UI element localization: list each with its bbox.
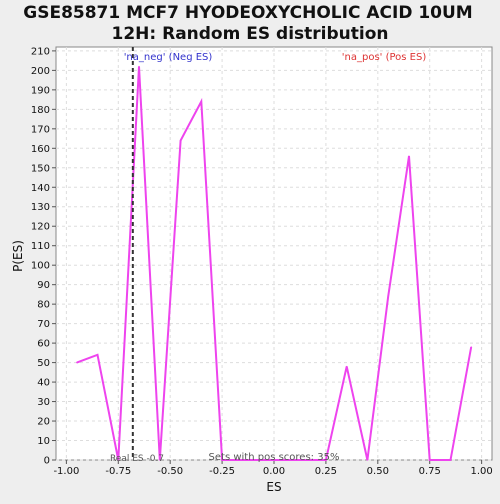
pos-es-label: 'na_pos' (Pos ES) — [342, 52, 427, 63]
data-point — [325, 459, 327, 461]
y-tick-label: 0 — [44, 456, 50, 467]
y-tick-label: 190 — [31, 85, 50, 96]
x-tick-label: -1.00 — [53, 466, 79, 477]
y-tick-label: 40 — [37, 378, 50, 389]
x-tick-label: 0.75 — [419, 466, 441, 477]
y-tick-label: 140 — [31, 183, 50, 194]
real-es-label: Real ES -0.7 — [110, 454, 164, 464]
x-tick-label: 0.00 — [263, 466, 285, 477]
y-tick-label: 180 — [31, 105, 50, 116]
data-point — [429, 459, 431, 461]
y-tick-label: 50 — [37, 358, 50, 369]
x-tick-label: 1.00 — [470, 466, 492, 477]
x-tick-label: 0.50 — [367, 466, 389, 477]
y-tick-label: 10 — [37, 436, 50, 447]
y-tick-label: 170 — [31, 124, 50, 135]
data-point — [221, 459, 223, 461]
neg-es-label: 'na_neg' (Neg ES) — [124, 52, 213, 63]
y-tick-label: 130 — [31, 202, 50, 213]
x-axis: -1.00 -0.75 -0.50 -0.25 0.00 0.25 0.50 0.75 1.00 — [53, 460, 493, 477]
y-axis: 0 10 20 30 40 50 60 70 80 90 100 110 120 130 140 150 160… — [31, 46, 56, 467]
data-point — [366, 459, 369, 461]
x-tick-label: -0.50 — [157, 466, 183, 477]
y-tick-label: 210 — [31, 46, 50, 57]
x-tick-label: -0.25 — [209, 466, 235, 477]
y-tick-label: 150 — [31, 163, 50, 174]
pos-scores-label: Sets with pos scores: 35% — [209, 452, 340, 463]
data-point — [470, 346, 472, 348]
y-tick-label: 120 — [31, 222, 50, 233]
data-point — [96, 354, 99, 356]
y-axis-label: P(ES) — [11, 240, 25, 272]
data-point — [179, 139, 182, 142]
data-point — [408, 155, 410, 157]
y-tick-label: 90 — [37, 280, 50, 291]
y-tick-label: 110 — [31, 241, 50, 252]
y-tick-label: 60 — [37, 339, 50, 350]
y-tick-label: 200 — [31, 66, 50, 77]
data-point — [159, 459, 161, 461]
data-point — [263, 459, 265, 461]
y-tick-label: 80 — [37, 300, 50, 311]
y-tick-label: 100 — [31, 261, 50, 272]
x-tick-label: 0.25 — [315, 466, 337, 477]
data-point — [304, 459, 306, 461]
y-tick-label: 20 — [37, 417, 50, 428]
data-point — [283, 459, 285, 461]
data-point — [76, 361, 78, 364]
data-point — [449, 459, 452, 461]
series-line — [76, 66, 473, 461]
y-tick-label: 70 — [37, 319, 50, 330]
data-point — [117, 459, 119, 461]
data-point — [387, 295, 389, 297]
series-layer — [76, 65, 473, 461]
y-tick-label: 160 — [31, 144, 50, 155]
data-point — [200, 100, 202, 103]
x-tick-label: -0.75 — [105, 466, 131, 477]
data-point — [138, 65, 140, 68]
chart-title-line2: 12H: Random ES distribution — [112, 24, 389, 44]
data-point — [346, 365, 348, 368]
y-tick-label: 30 — [37, 397, 50, 408]
data-point — [242, 459, 244, 461]
x-axis-label: ES — [266, 480, 281, 494]
chart-title-line1: GSE85871 MCF7 HYODEOXYCHOLIC ACID 10UM — [23, 3, 472, 23]
